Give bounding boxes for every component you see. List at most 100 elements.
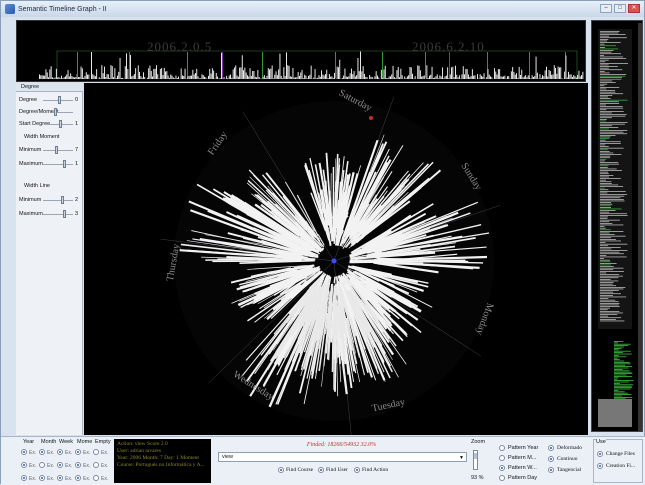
- degree-slider[interactable]: [43, 95, 73, 105]
- timeline-bar: [452, 67, 453, 79]
- timeline-bar: [523, 77, 524, 79]
- overview-line: [600, 218, 607, 219]
- overview-line: [600, 194, 627, 195]
- scale-radio[interactable]: [57, 462, 63, 468]
- style-tangencial-option[interactable]: Tangencial: [548, 467, 581, 473]
- timeline-bar: [101, 65, 102, 79]
- scale-radio[interactable]: [21, 449, 27, 455]
- timeline-bar: [252, 71, 253, 79]
- timeline-bar: [364, 74, 365, 79]
- width-line-min-slider[interactable]: [43, 195, 73, 205]
- timeline-bar: [247, 75, 248, 79]
- overview-line: [600, 244, 627, 245]
- timeline-bar: [242, 55, 243, 79]
- pattern-week-option[interactable]: Pattern W...: [499, 465, 537, 471]
- scale-radio[interactable]: [93, 462, 99, 468]
- find-user-option[interactable]: Find User: [318, 467, 348, 473]
- style-continuo-option[interactable]: Continuo: [548, 456, 577, 462]
- width-moment-max-slider[interactable]: [43, 159, 73, 169]
- overview-line: [600, 284, 613, 285]
- timeline-bar: [234, 68, 235, 79]
- timeline-bar: [235, 65, 236, 79]
- scale-radio[interactable]: [75, 449, 81, 455]
- timeline-bar: [345, 68, 346, 79]
- overview-line: [600, 130, 627, 131]
- minimize-icon[interactable]: –: [600, 4, 612, 13]
- scale-radio[interactable]: [57, 449, 63, 455]
- timeline-bar: [103, 73, 104, 79]
- timeline-bar: [191, 76, 192, 79]
- scale-radio-label: Ex.: [29, 476, 36, 482]
- overview-line: [600, 213, 627, 214]
- scale-radio[interactable]: [21, 475, 27, 481]
- pattern-year-label: Pattern Year: [508, 445, 538, 451]
- timeline-bar: [86, 72, 87, 79]
- style-deformado-option[interactable]: Deformado: [548, 445, 582, 451]
- scale-radio[interactable]: [39, 449, 45, 455]
- timeline-overview[interactable]: 2006.2.0.5 2006.6.2.10: [16, 20, 586, 82]
- overview-line: [600, 61, 605, 62]
- timeline-bar: [213, 71, 214, 79]
- timeline-bar: [270, 69, 271, 79]
- scale-radio[interactable]: [93, 449, 99, 455]
- scale-radio[interactable]: [57, 475, 63, 481]
- scale-radio-label: Ex.: [83, 476, 90, 482]
- start-degree-slider[interactable]: [49, 119, 73, 129]
- width-moment-min-slider[interactable]: [43, 145, 73, 155]
- zoom-slider[interactable]: [473, 450, 478, 470]
- timeline-bar: [183, 76, 184, 79]
- timeline-marker: [529, 52, 530, 78]
- scale-radio[interactable]: [21, 462, 27, 468]
- timeline-bar: [299, 76, 300, 79]
- scale-radio[interactable]: [93, 475, 99, 481]
- pattern-day-option[interactable]: Pattern Day: [499, 475, 537, 481]
- overview-line: [600, 260, 610, 261]
- scale-radio[interactable]: [39, 462, 45, 468]
- timeline-bar: [290, 76, 291, 79]
- timeline-bar: [281, 76, 282, 79]
- timeline-bar: [69, 76, 70, 79]
- overview-line: [614, 383, 620, 384]
- timeline-bar: [536, 57, 537, 79]
- timeline-bar: [140, 76, 141, 79]
- timeline-bar: [199, 78, 200, 79]
- use-creation-files-option[interactable]: Creation Fi...: [597, 463, 635, 469]
- timeline-bar: [445, 76, 446, 79]
- timeline-bar: [442, 68, 443, 79]
- use-change-files-option[interactable]: Change Files: [597, 451, 635, 457]
- timeline-bar: [412, 74, 413, 79]
- timeline-bar: [303, 78, 304, 79]
- timeline-bar: [386, 78, 387, 79]
- overview-line: [614, 390, 618, 391]
- degree-moment-slider[interactable]: [53, 107, 73, 117]
- timeline-bar: [458, 77, 459, 79]
- overview-line: [600, 282, 614, 283]
- overview-line: [600, 178, 621, 179]
- find-action-option[interactable]: Find Action: [354, 467, 388, 473]
- overview-line: [600, 314, 617, 315]
- scale-radio[interactable]: [75, 462, 81, 468]
- timeline-bar: [222, 78, 223, 79]
- search-combo[interactable]: view ▼: [218, 452, 467, 462]
- overview-line: [600, 276, 623, 277]
- scale-radio[interactable]: [75, 475, 81, 481]
- overview-line: [600, 305, 619, 306]
- vertical-overview[interactable]: [591, 20, 643, 432]
- degree-moment-label: Degree/Moment: [19, 109, 53, 115]
- pattern-year-option[interactable]: Pattern Year: [499, 445, 538, 451]
- timeline-bar: [433, 78, 434, 79]
- pattern-month-option[interactable]: Pattern M...: [499, 455, 536, 461]
- find-course-option[interactable]: Find Course: [278, 467, 313, 473]
- timeline-bar: [501, 76, 502, 79]
- tab-degree[interactable]: Degree: [16, 83, 83, 92]
- timeline-bar: [534, 76, 535, 79]
- chevron-down-icon[interactable]: ▼: [459, 454, 464, 462]
- timeline-bar: [160, 69, 161, 79]
- width-line-max-slider[interactable]: [43, 209, 73, 219]
- overview-line: [600, 137, 610, 138]
- close-icon[interactable]: ✕: [628, 4, 640, 13]
- maximize-icon[interactable]: □: [614, 4, 626, 13]
- scale-radio[interactable]: [39, 475, 45, 481]
- timeline-bar: [254, 71, 255, 79]
